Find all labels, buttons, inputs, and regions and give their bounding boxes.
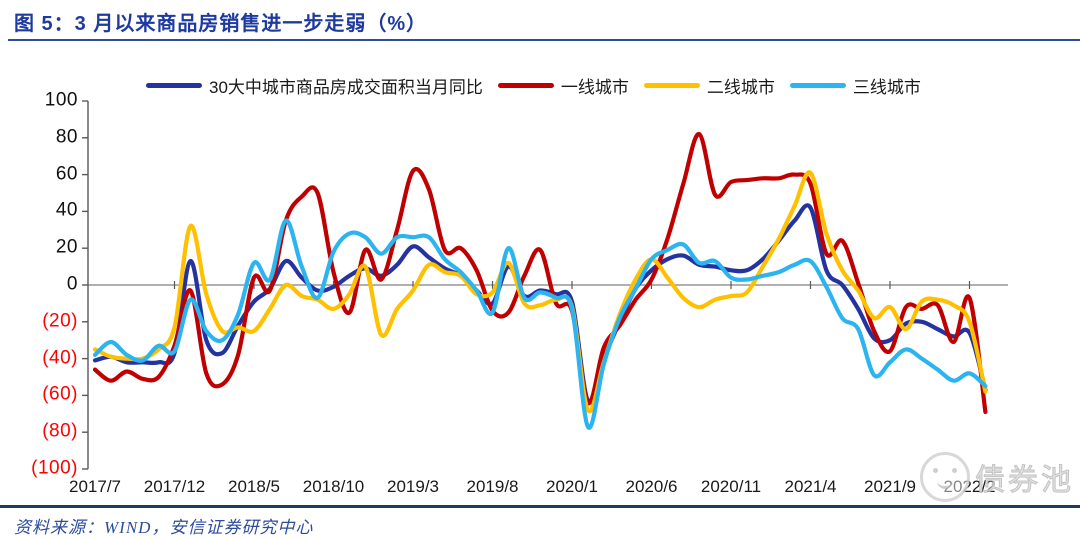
legend-item-30cities: 30大中城市商品房成交面积当月同比 [146,73,483,98]
legend-swatch-tier1 [497,83,554,88]
x-axis-label: 2019/3 [387,477,439,496]
y-axis-label: (60) [42,383,78,405]
legend-swatch-30cities [146,83,202,88]
x-axis-label: 2018/10 [302,477,365,496]
legend-label-tier1: 一线城市 [560,78,629,97]
x-axis-label: 2020/6 [625,477,678,496]
x-axis-label: 2018/5 [228,477,280,496]
legend-label-30cities: 30大中城市商品房成交面积当月同比 [209,78,483,97]
y-axis-label: 0 [66,273,78,295]
y-axis-label: 20 [55,236,78,258]
source-note: 资料来源：WIND，安信证券研究中心 [14,518,314,537]
x-axis-label: 2019/8 [466,477,519,496]
series-line-1 [92,131,988,415]
source-rule [0,505,1080,508]
legend-label-tier3: 三线城市 [852,78,921,97]
x-axis-label: 2022/2 [943,477,996,496]
series-line-2 [92,170,988,414]
legend-item-tier1: 一线城市 [497,73,629,98]
y-axis-label: (20) [42,310,78,332]
y-axis-label: 80 [55,126,78,148]
y-axis-label: 40 [55,199,78,221]
y-axis-label: (100) [31,457,78,479]
x-axis-label: 2021/4 [784,477,837,496]
legend-swatch-tier3 [789,83,846,88]
chart-legend: 30大中城市商品房成交面积当月同比 一线城市 二线城市 三线城市 [146,73,921,98]
series-line-3 [92,218,988,430]
x-axis-label: 2020/1 [546,477,598,496]
y-axis-label: (80) [42,420,78,442]
figure-title: 图 5：3 月以来商品房销售进一步走弱（%） [14,13,428,35]
legend-item-tier3: 三线城市 [789,73,921,98]
x-axis-label: 2017/7 [69,477,121,496]
x-axis-label: 2017/12 [143,477,206,496]
x-axis-label: 2021/9 [864,477,916,496]
y-axis-label: (40) [42,347,78,369]
y-axis-label: 60 [55,163,78,185]
title-rule [8,39,1080,41]
legend-swatch-tier2 [643,83,700,88]
legend-label-tier2: 二线城市 [706,78,775,97]
x-axis-label: 2020/11 [700,477,762,496]
y-axis-label: 100 [44,89,78,111]
legend-item-tier2: 二线城市 [643,73,775,98]
